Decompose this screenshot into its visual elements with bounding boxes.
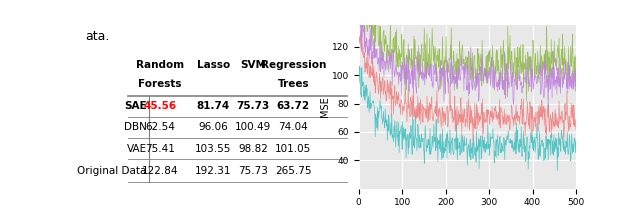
SAE <box>355 82 363 84</box>
Text: 62.54: 62.54 <box>145 123 175 132</box>
Text: Forests: Forests <box>138 79 182 89</box>
Text: Trees: Trees <box>278 79 309 89</box>
Original Data <box>473 85 481 87</box>
DBN <box>485 110 493 113</box>
DBN <box>469 143 477 146</box>
SAE <box>554 169 561 172</box>
VAE <box>355 18 363 21</box>
DBN <box>474 106 481 108</box>
DBN <box>572 128 580 131</box>
Original Data <box>534 50 541 52</box>
Original Data <box>459 44 467 47</box>
DBN <box>534 126 541 128</box>
Text: 45.56: 45.56 <box>143 101 177 111</box>
Y-axis label: MSE: MSE <box>321 97 330 117</box>
Text: 100.49: 100.49 <box>235 123 271 132</box>
SAE <box>568 132 575 135</box>
VAE <box>568 72 575 75</box>
VAE <box>485 73 493 76</box>
Text: SVM: SVM <box>241 60 266 70</box>
Original Data <box>460 58 468 60</box>
Text: SAE: SAE <box>124 101 147 111</box>
Text: DBN: DBN <box>124 123 147 132</box>
Text: 265.75: 265.75 <box>275 166 312 176</box>
Original Data <box>568 65 575 67</box>
Original Data <box>572 54 580 57</box>
VAE <box>572 90 580 93</box>
SAE <box>460 150 468 153</box>
SAE <box>534 138 541 141</box>
Original Data <box>523 99 531 102</box>
Line: SAE: SAE <box>359 66 576 170</box>
Text: 98.82: 98.82 <box>238 144 268 154</box>
Line: Original Data: Original Data <box>359 0 576 101</box>
DBN <box>568 109 575 112</box>
Text: 103.55: 103.55 <box>195 144 232 154</box>
VAE <box>356 17 364 20</box>
Text: ata.: ata. <box>85 30 109 43</box>
VAE <box>460 89 468 92</box>
Text: 101.05: 101.05 <box>275 144 312 154</box>
DBN <box>355 35 363 38</box>
Text: 75.73: 75.73 <box>238 166 268 176</box>
Text: 63.72: 63.72 <box>276 101 310 111</box>
Text: Lasso: Lasso <box>196 60 230 70</box>
Text: 192.31: 192.31 <box>195 166 232 176</box>
Text: VAE: VAE <box>127 144 147 154</box>
Text: 75.41: 75.41 <box>145 144 175 154</box>
Text: 81.74: 81.74 <box>196 101 230 111</box>
Text: 96.06: 96.06 <box>198 123 228 132</box>
Text: Regression: Regression <box>260 60 326 70</box>
VAE <box>534 80 541 82</box>
Text: 122.84: 122.84 <box>141 166 179 176</box>
Text: 75.73: 75.73 <box>237 101 270 111</box>
VAE <box>473 82 481 85</box>
Text: Random: Random <box>136 60 184 70</box>
Text: Original Data: Original Data <box>77 166 147 176</box>
Line: DBN: DBN <box>359 32 576 144</box>
VAE <box>545 107 552 110</box>
SAE <box>459 134 467 137</box>
SAE <box>485 147 493 150</box>
DBN <box>460 116 468 119</box>
Original Data <box>485 51 493 53</box>
SAE <box>572 140 580 142</box>
VAE <box>459 67 467 70</box>
SAE <box>356 65 364 68</box>
Text: 74.04: 74.04 <box>278 123 308 132</box>
DBN <box>459 121 467 123</box>
SAE <box>473 150 481 153</box>
Line: VAE: VAE <box>359 18 576 109</box>
DBN <box>356 31 364 33</box>
